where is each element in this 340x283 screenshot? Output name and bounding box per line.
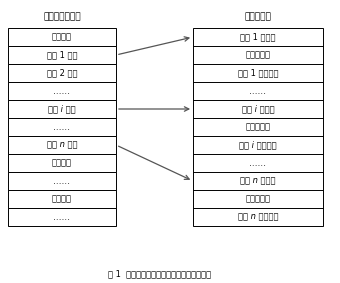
Text: 低优先级: 低优先级 (52, 158, 72, 168)
Text: 任务控制表: 任务控制表 (244, 12, 271, 22)
Text: ……: …… (53, 123, 70, 132)
Bar (8, 118, 116, 136)
Bar (8, 100, 116, 118)
Bar (193, 28, 323, 226)
Text: 任务 2 状态: 任务 2 状态 (47, 68, 77, 78)
Bar (8, 208, 116, 226)
Text: 任务 i 局部变量: 任务 i 局部变量 (239, 140, 277, 149)
Text: 任务 1 首地址: 任务 1 首地址 (240, 33, 276, 42)
Text: 状态寄存器: 状态寄存器 (245, 194, 271, 203)
Text: ……: …… (250, 158, 267, 168)
Text: 后台任务: 后台任务 (52, 194, 72, 203)
Text: 任务队列状态表: 任务队列状态表 (43, 12, 81, 22)
Bar (8, 154, 116, 172)
Text: 任务 i 状态: 任务 i 状态 (48, 104, 76, 113)
Text: 任务 n 局部变量: 任务 n 局部变量 (238, 213, 278, 222)
Text: 任务 n 状态: 任务 n 状态 (47, 140, 77, 149)
Bar (8, 46, 116, 64)
Text: 状态寄存器: 状态寄存器 (245, 50, 271, 59)
Bar (8, 190, 116, 208)
Text: 任务 n 首地址: 任务 n 首地址 (240, 177, 276, 185)
Bar (8, 28, 116, 46)
Bar (8, 64, 116, 82)
Text: 图 1  任务队列状态表和任务控制表数据结构: 图 1 任务队列状态表和任务控制表数据结构 (108, 269, 211, 278)
Text: ……: …… (53, 177, 70, 185)
Text: 任务 1 状态: 任务 1 状态 (47, 50, 77, 59)
Bar (8, 82, 116, 100)
Text: 任务 1 局部变量: 任务 1 局部变量 (238, 68, 278, 78)
Text: ……: …… (250, 87, 267, 95)
Text: ……: …… (53, 213, 70, 222)
Text: 高优先级: 高优先级 (52, 33, 72, 42)
Bar (8, 136, 116, 154)
Text: 任务 i 首地址: 任务 i 首地址 (242, 104, 274, 113)
Text: ……: …… (53, 87, 70, 95)
Text: 状态寄存器: 状态寄存器 (245, 123, 271, 132)
Bar (8, 172, 116, 190)
